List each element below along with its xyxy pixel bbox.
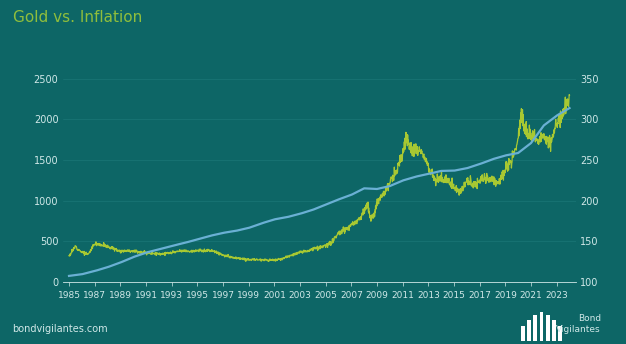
Bar (533, 315, 537, 341)
Bar (558, 326, 562, 341)
Bar (546, 315, 550, 341)
Bar (527, 321, 531, 341)
Bar (521, 326, 525, 341)
Text: Gold vs. Inflation: Gold vs. Inflation (13, 10, 141, 25)
Bar (552, 321, 556, 341)
Bar (540, 312, 543, 341)
Text: Bond
Vigilantes: Bond Vigilantes (557, 314, 601, 334)
Text: bondvigilantes.com: bondvigilantes.com (13, 324, 108, 334)
